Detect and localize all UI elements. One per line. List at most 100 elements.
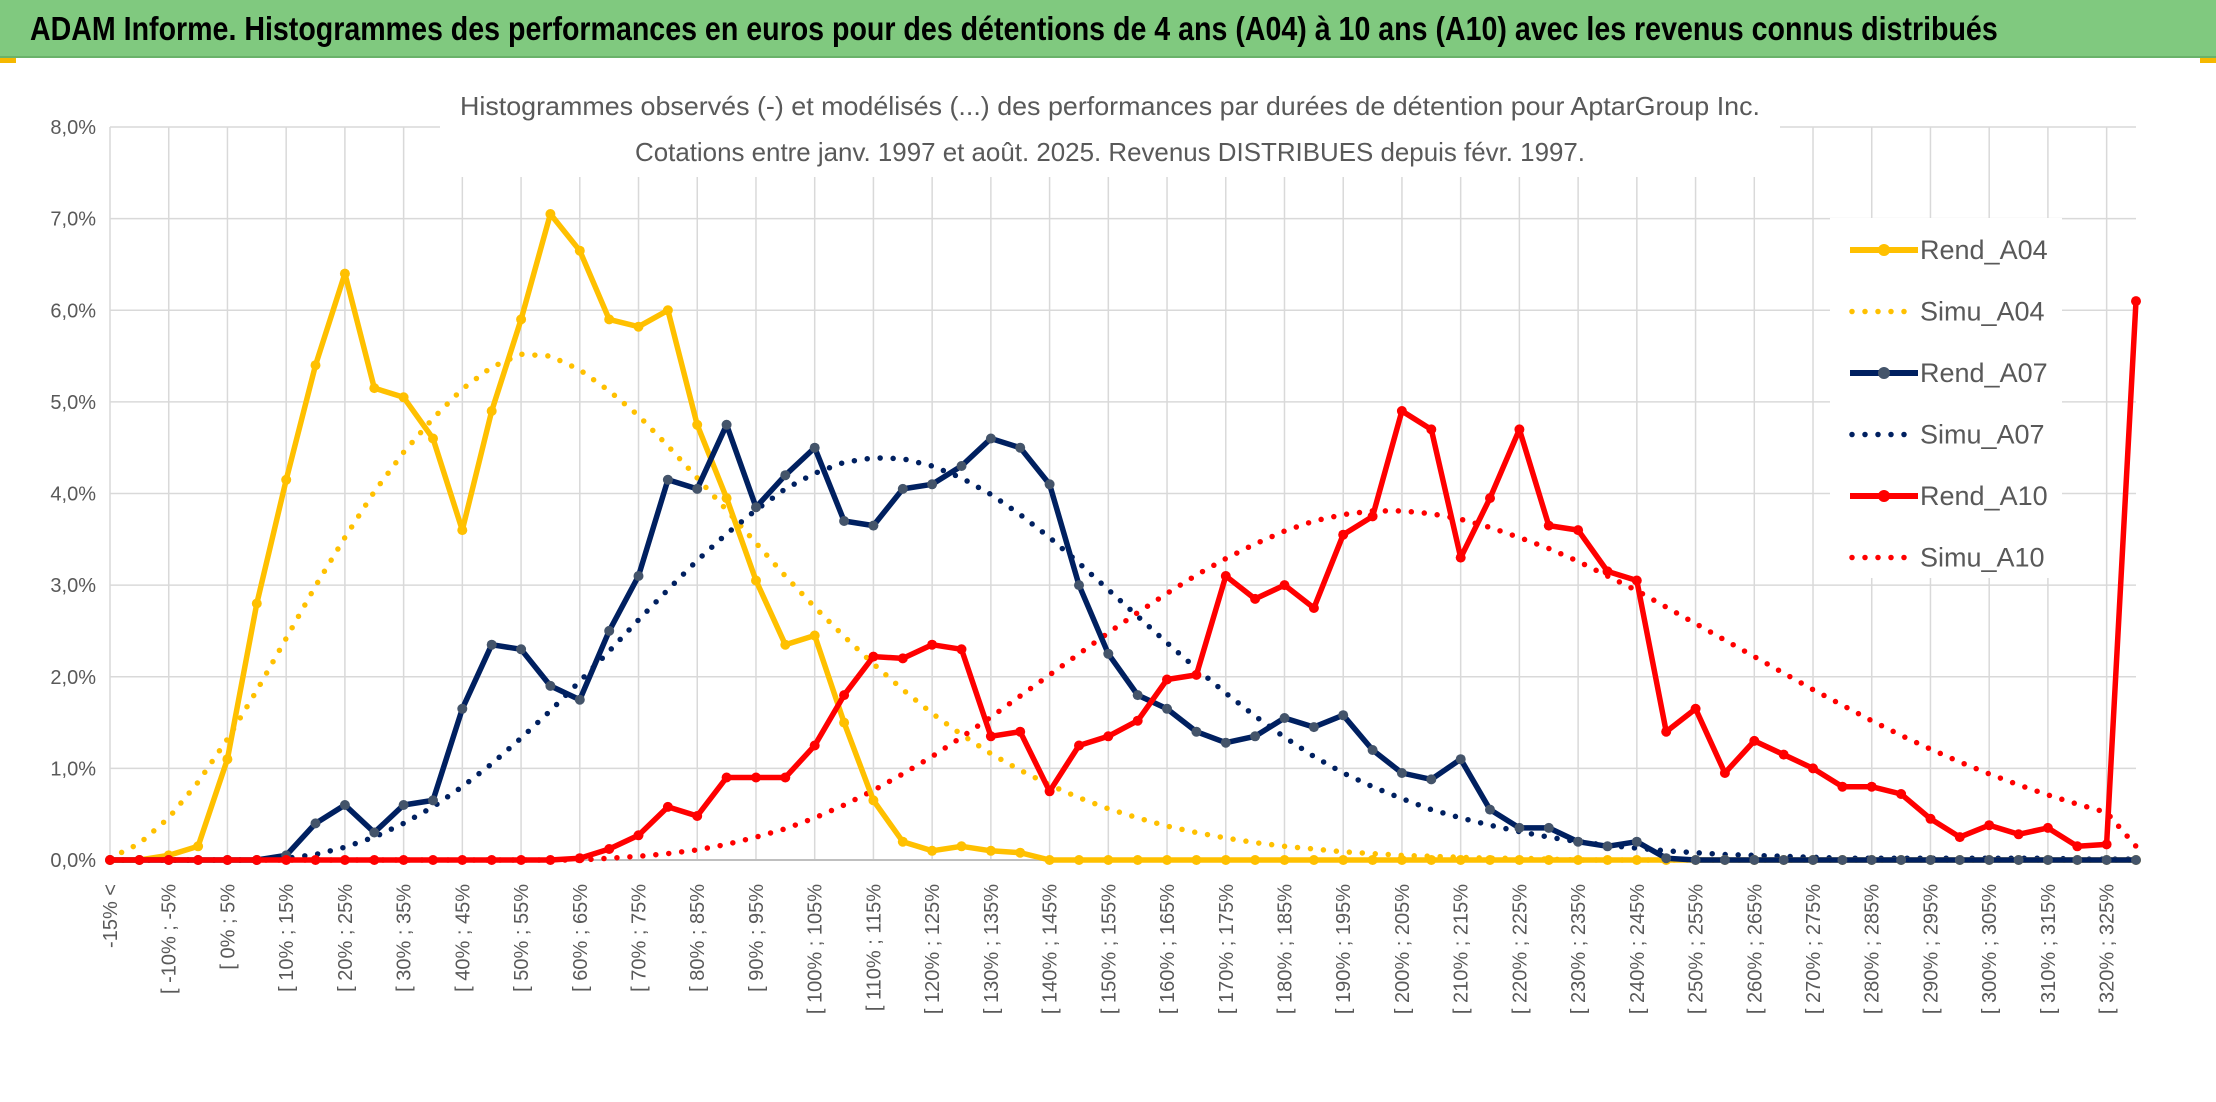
x-tick-label: [ 60% ; 65%: [570, 884, 592, 992]
data-point-rend-a10: [1485, 493, 1495, 504]
y-tick-label: 0,0%: [50, 850, 96, 872]
data-point-rend-a07: [927, 479, 938, 490]
data-point-rend-a04: [251, 598, 262, 609]
data-point-rend-a07: [1690, 855, 1701, 865]
y-tick-label: 1,0%: [50, 758, 96, 780]
data-point-rend-a07: [1602, 841, 1613, 852]
data-point-rend-a07: [1984, 855, 1995, 865]
series-line-simu-a04: [107, 351, 2139, 863]
data-point-rend-a10: [105, 855, 115, 865]
x-tick-label: [ 230% ; 235%: [1568, 884, 1590, 1014]
data-point-rend-a07: [809, 442, 820, 453]
x-tick-label: [ 30% ; 35%: [394, 884, 416, 992]
x-tick-label: [ -10% ; -5%: [159, 884, 181, 994]
data-point-rend-a10: [1984, 820, 1995, 831]
data-point-rend-a07: [1455, 754, 1466, 765]
chart-legend: Rend_A04 Simu_A04 Rend_A07 Simu_A07 Rend_A10…: [1830, 218, 2062, 578]
legend-label-simu-a07: Simu_A07: [1920, 420, 2045, 450]
data-point-rend-a07: [1396, 768, 1407, 778]
data-point-rend-a10: [868, 651, 879, 662]
data-point-rend-a04: [897, 836, 908, 847]
x-tick-label: [ 50% ; 55%: [511, 884, 533, 992]
data-point-rend-a10: [1602, 566, 1613, 577]
x-tick-label: [ 70% ; 75%: [629, 884, 651, 992]
data-point-rend-a07: [1925, 855, 1936, 865]
data-point-rend-a10: [956, 644, 967, 655]
data-point-rend-a07: [662, 474, 673, 485]
data-point-rend-a10: [662, 801, 673, 812]
data-point-rend-a10: [486, 855, 497, 865]
data-point-rend-a04: [310, 360, 321, 371]
data-point-rend-a07: [398, 800, 409, 810]
data-point-rend-a10: [1162, 674, 1172, 685]
data-point-rend-a07: [2072, 855, 2083, 865]
data-point-rend-a04: [1074, 855, 1084, 865]
data-point-rend-a07: [2101, 855, 2112, 865]
data-point-rend-a10: [1426, 424, 1437, 435]
data-point-rend-a10: [1719, 768, 1730, 778]
y-tick-label: 4,0%: [50, 484, 96, 506]
x-tick-label: [ 90% ; 95%: [746, 884, 768, 992]
data-point-rend-a04: [692, 419, 703, 430]
data-point-rend-a04: [545, 209, 556, 219]
data-point-rend-a07: [545, 680, 556, 691]
data-point-rend-a04: [721, 493, 732, 504]
chart-series: [105, 209, 2141, 865]
data-point-rend-a07: [839, 516, 850, 526]
x-tick-label: [ 180% ; 185%: [1274, 884, 1296, 1014]
data-point-rend-a07: [721, 419, 732, 430]
data-point-rend-a07: [1719, 855, 1730, 865]
data-point-rend-a04: [839, 717, 850, 728]
data-point-rend-a10: [1103, 731, 1114, 742]
chart-title-line-2: Cotations entre janv. 1997 et août. 2025…: [635, 137, 1585, 167]
x-tick-label: [ 20% ; 25%: [335, 884, 357, 992]
data-point-rend-a04: [1162, 855, 1172, 865]
x-tick-label: [ 280% ; 285%: [1862, 884, 1884, 1014]
data-point-rend-a10: [457, 855, 468, 865]
data-point-rend-a04: [1279, 855, 1290, 865]
data-point-rend-a07: [1808, 855, 1818, 865]
data-point-rend-a04: [1220, 855, 1231, 865]
legend-marker-rend-a04: [1878, 244, 1890, 256]
y-tick-label: 3,0%: [50, 575, 96, 597]
data-point-rend-a07: [1338, 710, 1349, 721]
data-point-rend-a07: [486, 639, 497, 650]
data-point-rend-a10: [1543, 520, 1554, 531]
data-point-rend-a07: [1631, 836, 1642, 847]
data-point-rend-a04: [281, 474, 292, 485]
data-point-rend-a10: [1514, 424, 1525, 435]
data-point-rend-a07: [1367, 745, 1378, 755]
chart-title: Histogrammes observés (-) et modélisés (…: [440, 85, 1780, 177]
data-point-rend-a10: [897, 653, 908, 664]
data-point-rend-a04: [1602, 855, 1613, 865]
legend-background: [1830, 218, 2062, 578]
data-point-rend-a10: [1455, 552, 1466, 563]
data-point-rend-a04: [398, 392, 409, 403]
data-point-rend-a10: [545, 855, 556, 865]
data-point-rend-a04: [193, 841, 204, 852]
data-point-rend-a04: [751, 575, 761, 586]
data-point-rend-a07: [1954, 855, 1965, 865]
data-point-rend-a10: [692, 811, 703, 821]
data-point-rend-a07: [516, 644, 527, 655]
data-point-rend-a07: [369, 827, 380, 838]
x-tick-label: [ 130% ; 135%: [981, 884, 1003, 1014]
data-point-rend-a04: [662, 305, 673, 316]
data-point-rend-a07: [1132, 690, 1143, 701]
data-point-rend-a07: [457, 703, 468, 714]
data-point-rend-a10: [1837, 781, 1848, 792]
data-point-rend-a07: [780, 470, 791, 481]
data-point-rend-a10: [1954, 832, 1965, 843]
corner-mark-left: [0, 58, 16, 63]
y-tick-label: 7,0%: [50, 209, 96, 231]
legend-marker-rend-a10: [1878, 490, 1890, 502]
series-line-rend-a07: [110, 422, 2136, 863]
data-point-rend-a04: [1631, 855, 1642, 865]
data-point-rend-a07: [1308, 722, 1319, 733]
x-tick-label: [ 290% ; 295%: [1920, 884, 1942, 1014]
series-line-simu-a07: [107, 455, 2139, 863]
data-point-rend-a04: [1543, 855, 1554, 865]
data-point-rend-a10: [2101, 839, 2112, 850]
data-point-rend-a04: [780, 639, 791, 650]
